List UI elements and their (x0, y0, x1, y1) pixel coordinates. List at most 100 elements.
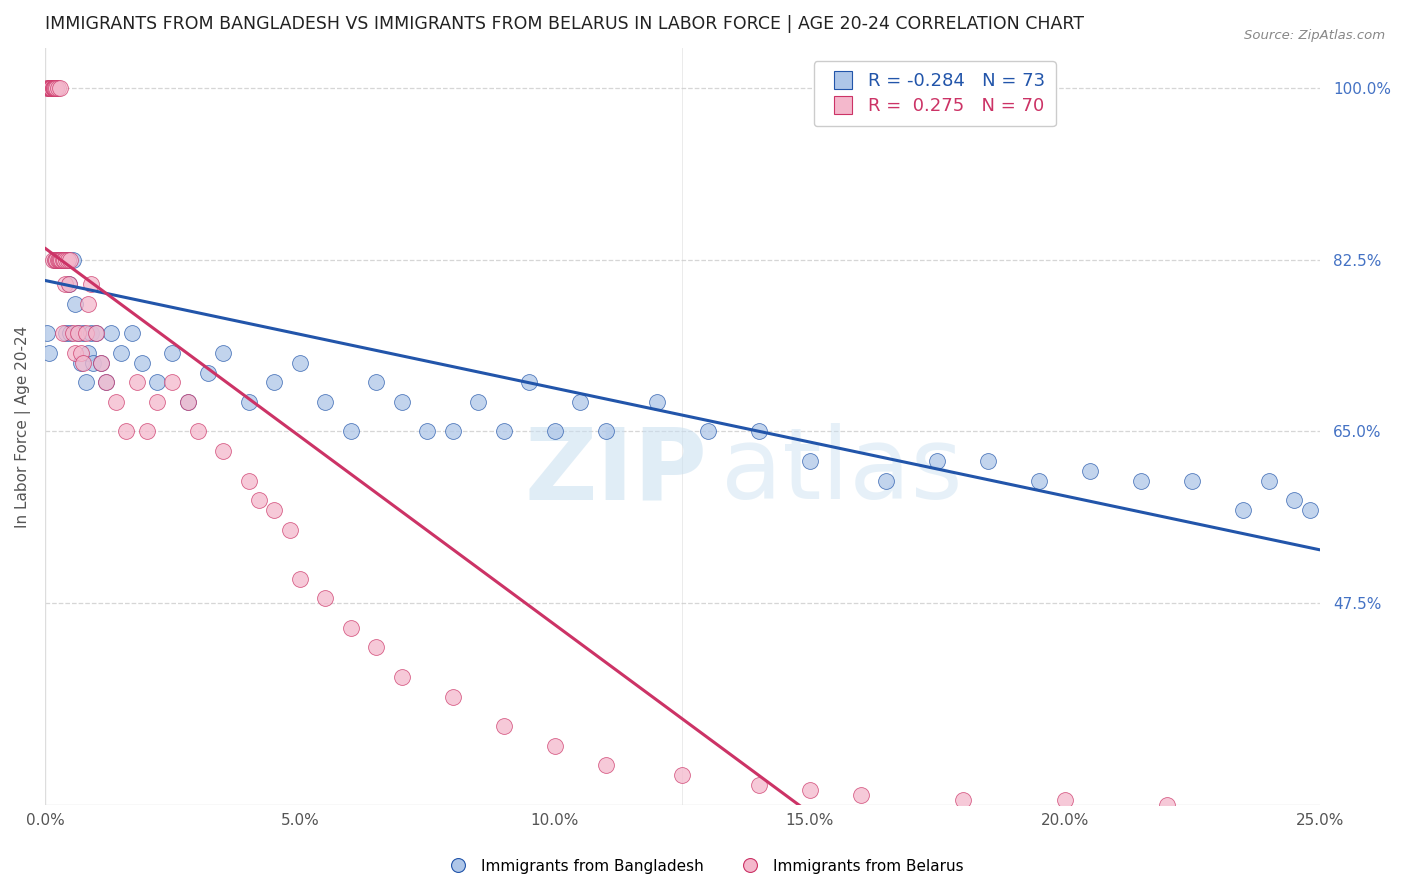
Point (212, 346, 235, 360)
Point (799, 783, 821, 797)
Point (44, 80, 66, 95)
Point (53, 252, 76, 267)
Point (46, 80, 69, 95)
Point (492, 425, 515, 439)
Point (58, 277, 80, 292)
Y-axis label: In Labor Force | Age 20-24: In Labor Force | Age 20-24 (15, 326, 31, 528)
Point (1078, 464, 1101, 478)
Point (1156, 797, 1178, 812)
Point (41, 80, 63, 95)
Point (288, 572, 311, 586)
Point (53, 277, 76, 292)
Point (517, 376, 540, 390)
Point (176, 395, 198, 409)
Point (37, 80, 59, 95)
Point (263, 376, 285, 390)
Point (671, 768, 693, 782)
Point (46, 252, 69, 267)
Point (1284, 493, 1306, 508)
Point (44, 252, 66, 267)
Point (39, 80, 62, 95)
Point (80, 326, 103, 341)
Point (62, 326, 84, 341)
Point (90, 356, 112, 370)
Point (49, 80, 72, 95)
Point (49, 252, 72, 267)
Point (72, 356, 94, 370)
Point (115, 425, 138, 439)
Point (645, 395, 668, 409)
Point (48, 252, 70, 267)
Point (37, 80, 59, 95)
Point (84, 326, 107, 341)
Point (48, 252, 70, 267)
Point (75, 376, 97, 390)
Point (416, 425, 439, 439)
Text: IMMIGRANTS FROM BANGLADESH VS IMMIGRANTS FROM BELARUS IN LABOR FORCE | AGE 20-24: IMMIGRANTS FROM BANGLADESH VS IMMIGRANTS… (45, 15, 1084, 33)
Point (72, 326, 94, 341)
Point (52, 252, 75, 267)
Point (90, 356, 112, 370)
Point (1028, 474, 1050, 488)
Point (238, 474, 260, 488)
Legend: R = -0.284   N = 73, R =  0.275   N = 70: R = -0.284 N = 73, R = 0.275 N = 70 (814, 62, 1056, 126)
Text: atlas: atlas (721, 424, 962, 520)
Point (94, 376, 117, 390)
Point (49, 252, 72, 267)
Point (162, 346, 184, 360)
Point (45, 80, 67, 95)
Point (39, 80, 62, 95)
Point (58, 277, 80, 292)
Point (75, 326, 97, 341)
Point (1053, 793, 1076, 807)
Point (55, 326, 77, 341)
Point (39, 80, 62, 95)
Point (65, 297, 87, 311)
Point (247, 493, 270, 508)
Point (212, 444, 235, 458)
Point (39, 80, 62, 95)
Point (278, 523, 301, 537)
Point (45, 252, 67, 267)
Point (59, 252, 82, 267)
Point (41, 252, 63, 267)
Point (59, 326, 82, 341)
Point (53, 252, 76, 267)
Point (77, 297, 100, 311)
Point (125, 376, 148, 390)
Point (927, 454, 949, 468)
Point (146, 376, 169, 390)
Point (187, 425, 209, 439)
Point (391, 670, 413, 684)
Point (55, 252, 77, 267)
Point (42, 80, 65, 95)
Point (288, 356, 311, 370)
Point (84, 326, 107, 341)
Point (41, 80, 63, 95)
Point (952, 793, 974, 807)
Point (492, 719, 515, 733)
Point (799, 454, 821, 468)
Point (314, 591, 336, 606)
Point (146, 395, 169, 409)
Point (1298, 503, 1320, 517)
Point (38, 346, 60, 360)
Point (1232, 503, 1254, 517)
Point (441, 425, 464, 439)
Point (696, 425, 718, 439)
Point (849, 788, 872, 802)
Point (44, 252, 66, 267)
Point (544, 425, 567, 439)
Point (105, 395, 128, 409)
Legend: Immigrants from Bangladesh, Immigrants from Belarus: Immigrants from Bangladesh, Immigrants f… (437, 853, 969, 880)
Point (41, 80, 63, 95)
Point (42, 80, 65, 95)
Point (544, 739, 567, 753)
Point (176, 395, 198, 409)
Point (263, 503, 285, 517)
Point (467, 395, 489, 409)
Point (94, 376, 117, 390)
Point (51, 252, 73, 267)
Point (238, 395, 260, 409)
Point (80, 277, 103, 292)
